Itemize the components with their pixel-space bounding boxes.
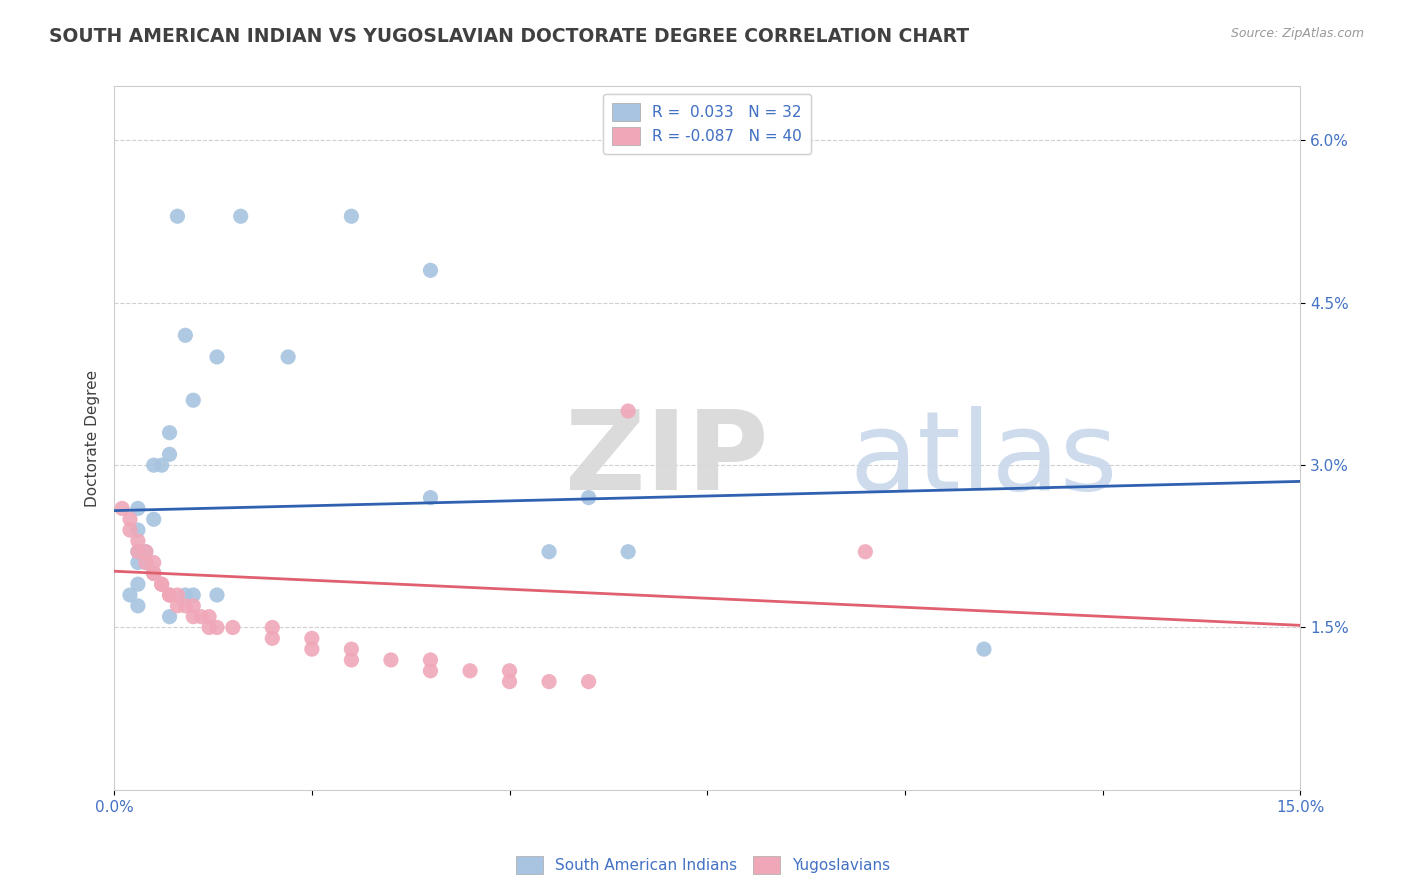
Point [198,609,221,624]
Point [166,209,188,223]
Point [127,556,149,570]
Point [205,620,228,634]
Point [205,588,228,602]
Point [127,533,149,548]
Point [198,620,221,634]
Point [419,653,441,667]
Text: atlas: atlas [849,406,1118,513]
Point [419,491,441,505]
Point [190,609,212,624]
Point [142,556,165,570]
Point [498,664,520,678]
Text: SOUTH AMERICAN INDIAN VS YUGOSLAVIAN DOCTORATE DEGREE CORRELATION CHART: SOUTH AMERICAN INDIAN VS YUGOSLAVIAN DOC… [49,27,969,45]
Point [118,523,141,537]
Point [127,545,149,559]
Point [135,556,157,570]
Point [538,674,561,689]
Point [205,350,228,364]
Point [142,566,165,581]
Point [174,328,197,343]
Point [150,458,173,472]
Point [340,209,363,223]
Point [166,599,188,613]
Point [973,642,995,657]
Point [340,642,363,657]
Point [118,588,141,602]
Legend: South American Indians, Yugoslavians: South American Indians, Yugoslavians [509,850,897,880]
Point [135,545,157,559]
Point [458,664,481,678]
Point [159,588,181,602]
Y-axis label: Doctorate Degree: Doctorate Degree [86,369,100,507]
Point [174,588,197,602]
Legend: R =  0.033   N = 32, R = -0.087   N = 40: R = 0.033 N = 32, R = -0.087 N = 40 [603,94,811,153]
Point [181,599,204,613]
Point [118,512,141,526]
Point [142,566,165,581]
Point [301,642,323,657]
Point [380,653,402,667]
Point [340,653,363,667]
Point [419,263,441,277]
Point [181,588,204,602]
Point [181,609,204,624]
Point [127,545,149,559]
Point [578,674,600,689]
Point [127,599,149,613]
Point [166,588,188,602]
Point [419,664,441,678]
Point [617,404,640,418]
Point [853,545,876,559]
Point [262,632,284,646]
Point [159,588,181,602]
Point [127,577,149,591]
Point [127,523,149,537]
Point [617,545,640,559]
Point [111,501,134,516]
Point [174,599,197,613]
Point [222,620,245,634]
Point [262,620,284,634]
Text: ZIP: ZIP [565,406,768,513]
Point [142,512,165,526]
Point [159,609,181,624]
Point [159,447,181,461]
Point [135,556,157,570]
Text: Source: ZipAtlas.com: Source: ZipAtlas.com [1230,27,1364,40]
Point [150,577,173,591]
Point [181,393,204,408]
Point [277,350,299,364]
Point [135,545,157,559]
Point [127,501,149,516]
Point [538,545,561,559]
Point [578,491,600,505]
Point [150,577,173,591]
Point [159,425,181,440]
Point [142,458,165,472]
Point [142,566,165,581]
Point [301,632,323,646]
Point [498,674,520,689]
Point [229,209,252,223]
